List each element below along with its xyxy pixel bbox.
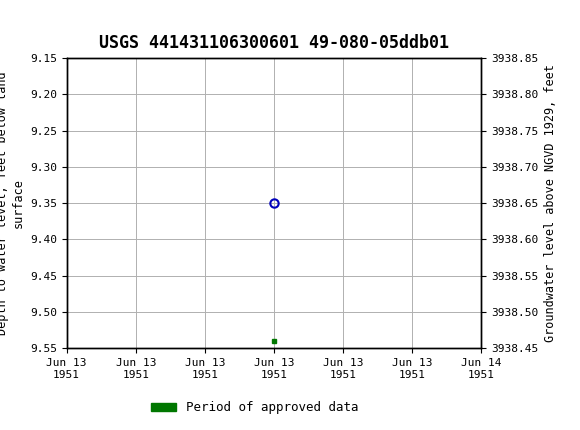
Legend: Period of approved data: Period of approved data (146, 396, 364, 419)
Y-axis label: Groundwater level above NGVD 1929, feet: Groundwater level above NGVD 1929, feet (544, 64, 557, 342)
Title: USGS 441431106300601 49-080-05ddb01: USGS 441431106300601 49-080-05ddb01 (99, 34, 449, 52)
Text: USGS: USGS (44, 12, 107, 33)
Y-axis label: Depth to water level, feet below land
surface: Depth to water level, feet below land su… (0, 71, 24, 335)
